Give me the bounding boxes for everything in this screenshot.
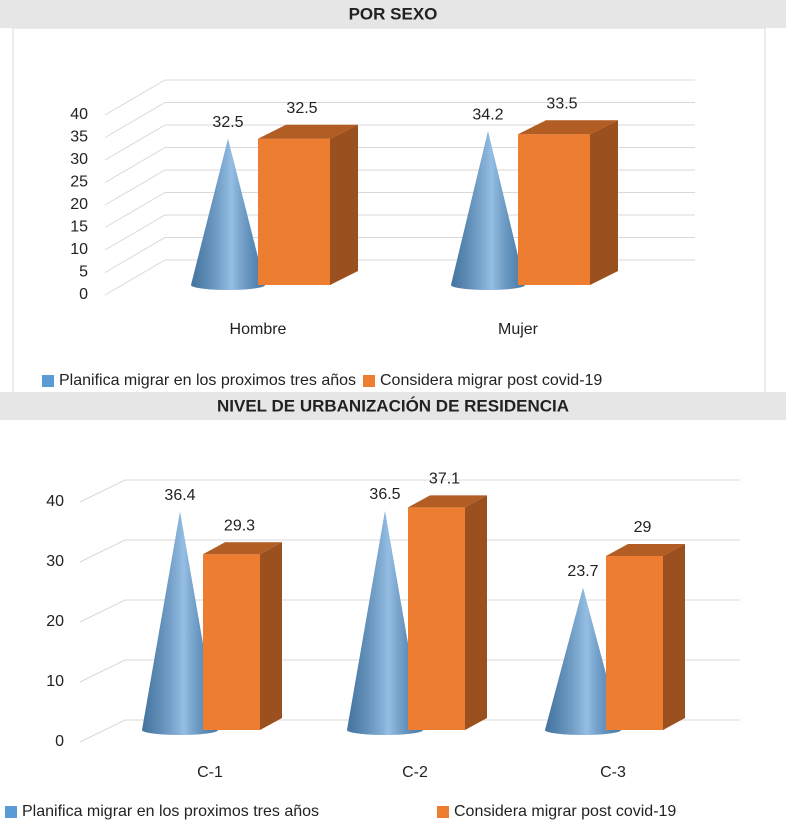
- data-label: 34.2: [472, 106, 503, 123]
- box-side-shade: [330, 124, 358, 285]
- y-tick-label: 40: [46, 493, 64, 510]
- y-tick-label: 30: [46, 553, 64, 570]
- data-label: 33.5: [546, 95, 577, 112]
- cone-shading: [451, 131, 525, 290]
- grid-line: [79, 479, 740, 503]
- legend-label: Considera migrar post covid-19: [380, 372, 602, 389]
- data-label: 36.5: [369, 486, 400, 503]
- y-tick-label: 20: [70, 196, 88, 213]
- cone-shading: [142, 511, 218, 735]
- box: [203, 554, 260, 730]
- grid-line: [104, 79, 695, 116]
- box-top-shade: [258, 124, 358, 139]
- cone-shading: [347, 511, 423, 735]
- box-side-shade: [663, 544, 685, 730]
- x-tick-label: Hombre: [230, 321, 287, 338]
- y-tick-label: 35: [70, 129, 88, 146]
- box: [606, 556, 663, 730]
- data-label: 36.4: [164, 487, 195, 504]
- box: [258, 138, 330, 285]
- y-tick-label: 10: [46, 673, 64, 690]
- legend-label: Considera migrar post covid-19: [454, 803, 676, 820]
- grid-line: [104, 102, 695, 138]
- x-tick-label: C-2: [402, 764, 428, 781]
- grid-line: [79, 659, 740, 683]
- legend-label: Planifica migrar en los proximos tres añ…: [59, 372, 356, 389]
- y-tick-label: 40: [70, 106, 88, 123]
- box-side: [260, 542, 282, 730]
- y-tick-label: 10: [70, 241, 88, 258]
- data-label: 37.1: [429, 471, 460, 488]
- legend-swatch: [437, 806, 449, 818]
- y-tick-label: 0: [79, 286, 88, 303]
- box-side-shade: [590, 120, 618, 285]
- box-side-shade: [465, 495, 487, 730]
- title-band: [0, 0, 786, 28]
- data-label: 29.3: [224, 517, 255, 534]
- box-top: [258, 124, 358, 139]
- box-side: [590, 120, 618, 285]
- cone-shading: [191, 138, 265, 290]
- data-label: 29: [634, 519, 652, 536]
- box-top: [203, 542, 282, 555]
- data-label: 32.5: [286, 100, 317, 117]
- legend-swatch: [42, 375, 54, 387]
- box-top-shade: [606, 544, 685, 556]
- y-tick-label: 15: [70, 219, 88, 236]
- cone-shading: [545, 587, 621, 735]
- box-top-shade: [408, 495, 487, 508]
- chart-frame: [12, 27, 766, 411]
- grid-line: [79, 719, 740, 743]
- box-side: [663, 544, 685, 730]
- box: [518, 134, 590, 285]
- title-band: [0, 392, 786, 420]
- box: [408, 507, 465, 730]
- data-label: 32.5: [212, 114, 243, 131]
- legend-swatch: [363, 375, 375, 387]
- y-tick-label: 30: [70, 151, 88, 168]
- box-top: [518, 120, 618, 135]
- x-tick-label: C-3: [600, 764, 626, 781]
- box-top: [606, 544, 685, 556]
- data-label: 23.7: [567, 563, 598, 580]
- x-tick-label: Mujer: [498, 321, 539, 338]
- y-tick-label: 0: [55, 733, 64, 750]
- chart-title: NIVEL DE URBANIZACIÓN DE RESIDENCIA: [217, 396, 569, 415]
- box-side: [465, 495, 487, 730]
- y-tick-label: 20: [46, 613, 64, 630]
- y-tick-label: 5: [79, 264, 88, 281]
- box-side-shade: [260, 542, 282, 730]
- legend-label: Planifica migrar en los proximos tres añ…: [22, 803, 319, 820]
- grid-line: [104, 124, 695, 161]
- box-side: [330, 124, 358, 285]
- grid-line: [79, 599, 740, 623]
- box-top-shade: [518, 120, 618, 135]
- grid-line: [79, 539, 740, 563]
- y-tick-label: 25: [70, 174, 88, 191]
- chart-title: POR SEXO: [349, 4, 438, 23]
- legend-swatch: [5, 806, 17, 818]
- box-top: [408, 495, 487, 508]
- box-top-shade: [203, 542, 282, 555]
- x-tick-label: C-1: [197, 764, 223, 781]
